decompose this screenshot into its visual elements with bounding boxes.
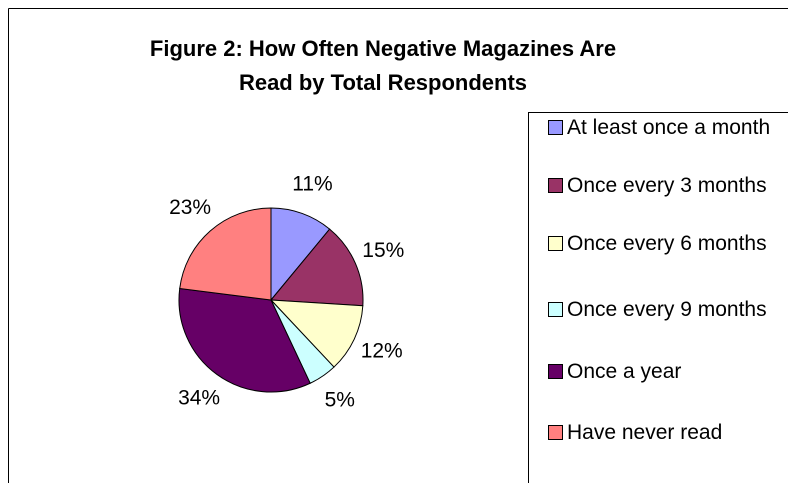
data-label: 23% (169, 196, 211, 219)
legend-label: Once a year (567, 360, 681, 383)
legend-label: Have never read (567, 421, 722, 444)
data-label: 34% (178, 387, 220, 410)
legend-swatch (548, 178, 563, 193)
legend-swatch (548, 120, 563, 135)
pie-slice (269, 228, 364, 307)
pie-slice (179, 207, 272, 301)
data-label: 12% (361, 340, 403, 363)
legend-label: Once every 3 months (567, 174, 767, 197)
data-label: 11% (292, 172, 332, 195)
text-line: Once a year (567, 360, 681, 383)
legend-swatch (548, 236, 563, 251)
text-line: Have never read (567, 421, 722, 444)
legend-swatch (548, 364, 563, 379)
legend-swatch (548, 425, 563, 440)
legend-swatch (548, 302, 563, 317)
legend-box (528, 112, 788, 483)
text-line: Once every 9 months (567, 298, 767, 321)
text-line: Read by Total Respondents (239, 70, 527, 95)
data-label: 15% (362, 239, 404, 262)
data-label: 5% (325, 389, 355, 412)
pie-slice (178, 287, 311, 393)
legend-label: Once every 6 months (567, 232, 767, 255)
text-line: Figure 2: How Often Negative Magazines A… (150, 36, 616, 61)
pie-slice (269, 299, 364, 368)
text-line: Once every 3 months (567, 174, 767, 197)
legend-label: At least once a month (567, 116, 770, 139)
text-line: At least once a month (567, 116, 770, 139)
legend-label: Once every 9 months (567, 298, 767, 321)
chart-title: Figure 2: How Often Negative Magazines A… (150, 36, 616, 95)
text-line: Once every 6 months (567, 232, 767, 255)
